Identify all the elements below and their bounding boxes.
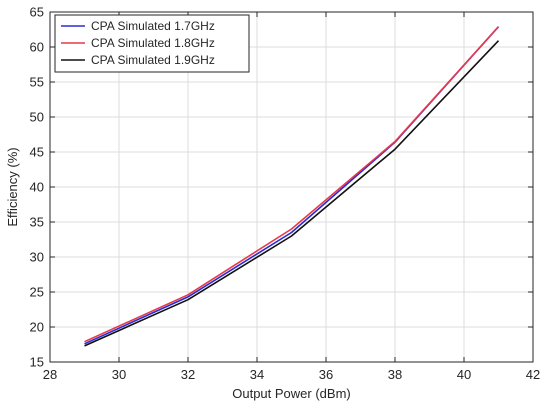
legend-label-2: CPA Simulated 1.8GHz xyxy=(91,36,215,50)
y-tick-label: 15 xyxy=(30,355,44,370)
x-tick-label: 36 xyxy=(319,367,333,382)
y-tick-label: 55 xyxy=(30,75,44,90)
y-tick-label: 40 xyxy=(30,180,44,195)
x-tick-label: 34 xyxy=(250,367,264,382)
y-tick-label: 30 xyxy=(30,250,44,265)
y-tick-label: 45 xyxy=(30,145,44,160)
series-lines xyxy=(84,26,500,347)
x-tick-label: 32 xyxy=(181,367,195,382)
legend: CPA Simulated 1.7GHz CPA Simulated 1.8GHz… xyxy=(54,14,250,73)
x-tick-label: 42 xyxy=(526,367,540,382)
y-tick-labels: 15 20 25 30 35 40 45 50 55 60 65 xyxy=(30,5,44,370)
y-tick-label: 25 xyxy=(30,285,44,300)
y-tick-label: 50 xyxy=(30,110,44,125)
y-tick-label: 20 xyxy=(30,320,44,335)
x-tick-labels: 28 30 32 34 36 38 40 42 xyxy=(43,367,540,382)
y-tick-label: 60 xyxy=(30,40,44,55)
legend-label-1: CPA Simulated 1.7GHz xyxy=(91,19,215,33)
x-tick-label: 38 xyxy=(388,367,402,382)
series-line-2 xyxy=(84,26,500,343)
y-tick-label: 65 xyxy=(30,5,44,20)
x-tick-label: 28 xyxy=(43,367,57,382)
y-axis-label: Efficiency (%) xyxy=(5,147,20,226)
legend-box xyxy=(54,14,250,73)
x-axis-label: Output Power (dBm) xyxy=(232,386,351,401)
axis-ticks xyxy=(49,11,534,363)
x-tick-label: 40 xyxy=(457,367,471,382)
series-line-3 xyxy=(84,40,500,347)
legend-label-3: CPA Simulated 1.9GHz xyxy=(91,53,215,67)
y-tick-label: 35 xyxy=(30,215,44,230)
x-tick-label: 30 xyxy=(112,367,126,382)
